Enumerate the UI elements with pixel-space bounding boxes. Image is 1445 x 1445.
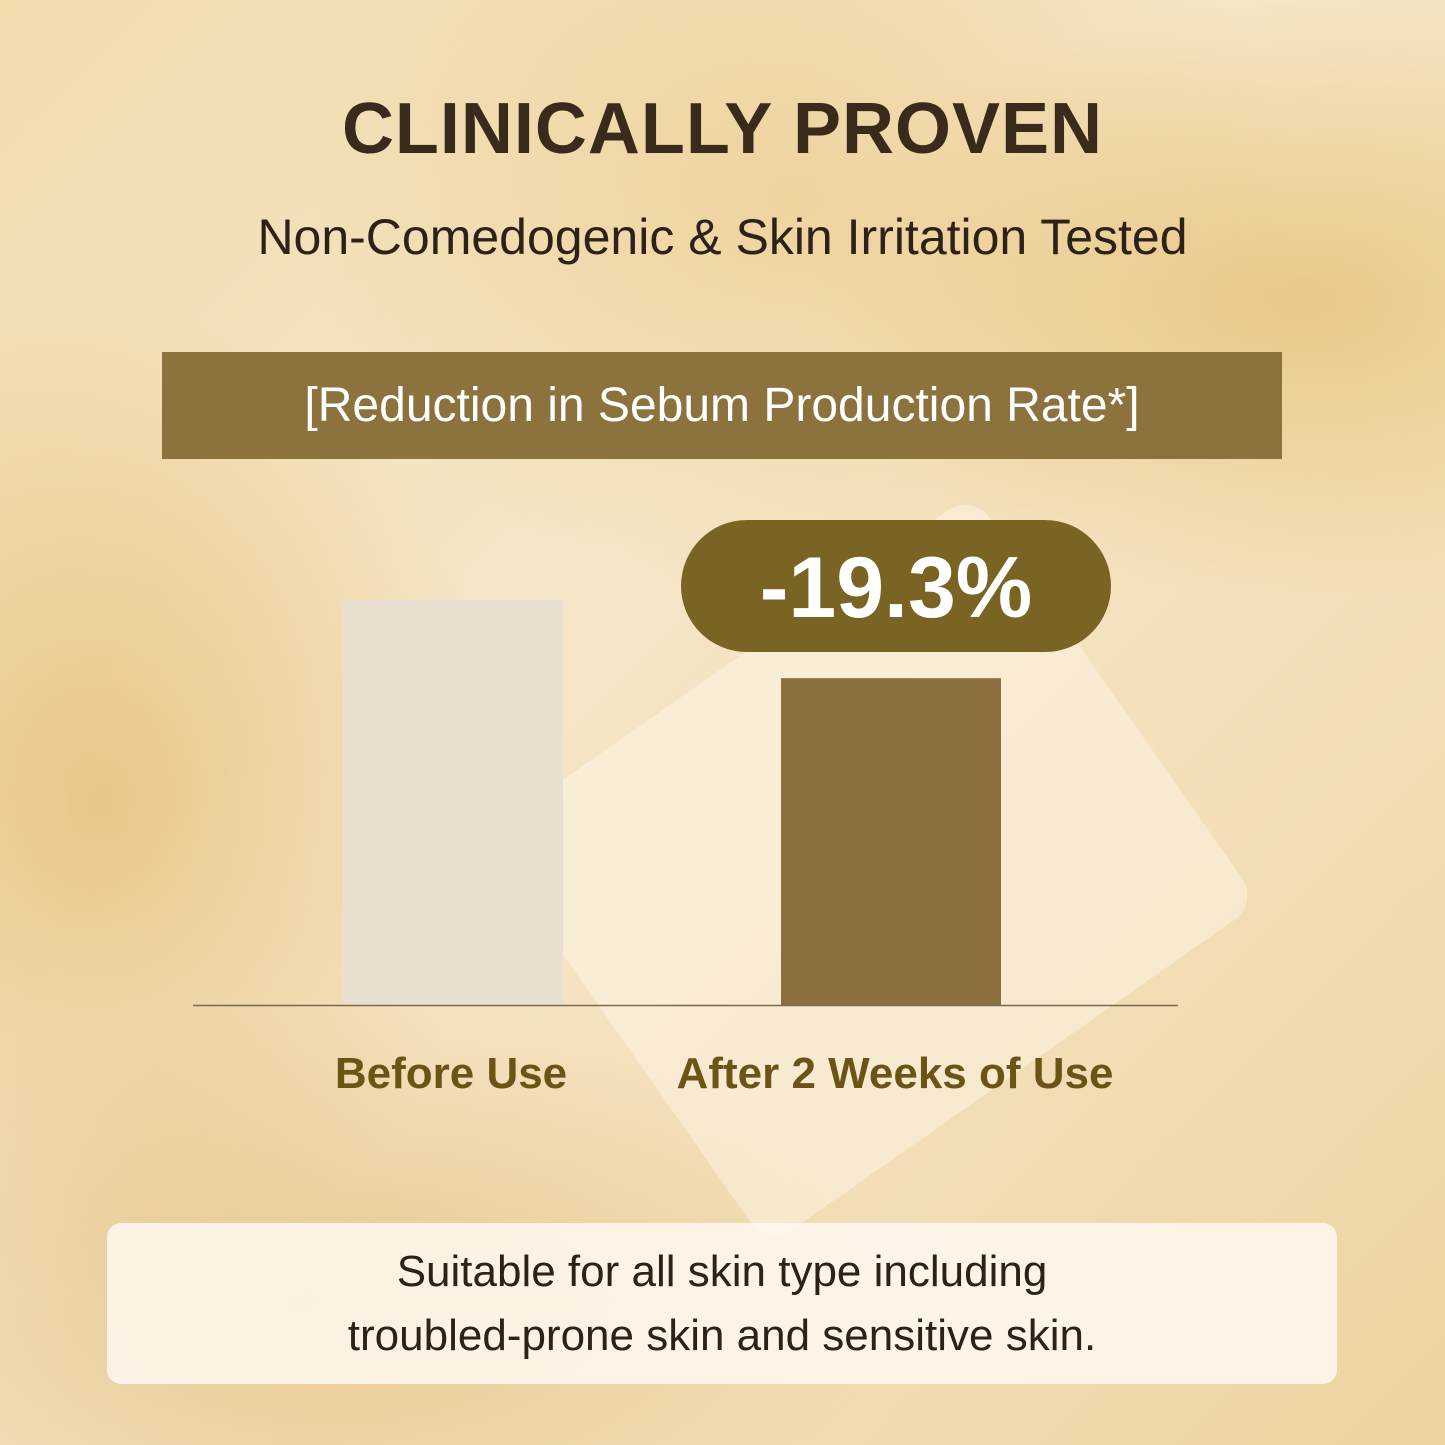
page-subtitle: Non-Comedogenic & Skin Irritation Tested [257, 209, 1188, 265]
chart-title: [Reduction in Sebum Production Rate*] [304, 379, 1140, 432]
note-line: troubled-prone skin and sensitive skin. [347, 1310, 1097, 1360]
bar-0 [343, 600, 563, 1005]
bar-1 [781, 678, 1001, 1005]
reduction-value: -19.3% [760, 540, 1033, 636]
note-line: Suitable for all skin type including [396, 1246, 1048, 1296]
x-tick-label: After 2 Weeks of Use [677, 1049, 1114, 1098]
page-title: CLINICALLY PROVEN [341, 89, 1104, 169]
x-tick-label: Before Use [335, 1049, 567, 1098]
chart-title-banner: [Reduction in Sebum Production Rate*] [162, 352, 1282, 459]
note-box: Suitable for all skin type including tro… [107, 1223, 1337, 1384]
reduction-badge [681, 520, 1111, 652]
